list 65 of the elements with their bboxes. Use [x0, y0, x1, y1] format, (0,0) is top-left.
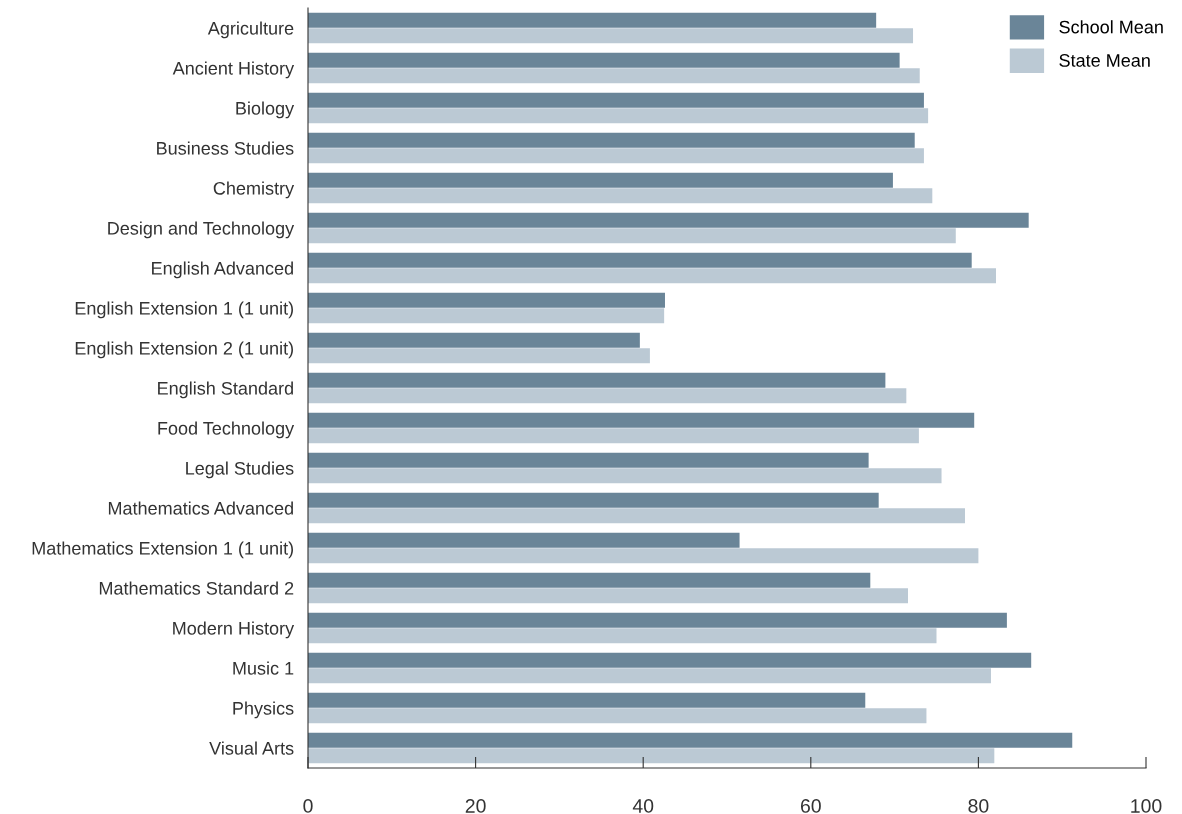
bar: [308, 148, 924, 164]
y-tick-label: Business Studies: [157, 141, 294, 155]
y-tick-label: Biology: [236, 101, 295, 119]
bar: [308, 212, 1029, 228]
bar: [308, 508, 965, 524]
x-tick-label: 40: [632, 799, 654, 813]
bar: [308, 268, 996, 284]
x-tick-label: 100: [1131, 799, 1162, 813]
bar: [308, 652, 1032, 668]
bar: [308, 572, 871, 588]
x-tick-label: 0: [303, 799, 313, 813]
bar: [308, 348, 650, 364]
y-tick-label: Physics: [233, 701, 294, 719]
bar: [308, 68, 920, 84]
bar: [308, 188, 933, 204]
bar: [308, 452, 869, 468]
bar: [308, 372, 886, 388]
bar: [308, 12, 877, 28]
y-tick-label: Mathematics Advanced: [108, 501, 293, 515]
y-tick-label: Food Technology: [158, 421, 295, 439]
bar: [308, 428, 919, 444]
bar: [308, 228, 956, 244]
bar: [308, 492, 879, 508]
bar: [308, 172, 893, 188]
bar: [308, 28, 914, 44]
bar: [308, 588, 909, 604]
bar: [308, 108, 929, 124]
y-tick-label: Chemistry: [213, 181, 295, 199]
bar: [308, 748, 995, 764]
y-tick-label: English Standard: [158, 381, 293, 399]
bar: [308, 708, 927, 724]
bar: [308, 692, 866, 708]
x-tick-label: 20: [465, 799, 486, 813]
y-tick-label: Music 1: [233, 661, 294, 675]
bar: [308, 332, 640, 348]
y-tick-label: Legal Studies: [186, 461, 294, 479]
bar: [308, 132, 915, 148]
bar: [308, 412, 975, 428]
bar: [308, 252, 972, 268]
bar: [308, 52, 900, 68]
bar: [308, 628, 937, 644]
bar: [308, 92, 924, 108]
y-tick-label: Modern History: [173, 621, 295, 639]
y-tick-label: Mathematics Extension 1 (1 unit): [32, 541, 294, 559]
y-tick-label: Mathematics Standard 2: [99, 581, 294, 595]
bar: [308, 532, 740, 548]
legend-label: State Mean: [1059, 54, 1150, 67]
bar: [308, 308, 665, 324]
y-tick-label: English Extension 2 (1 unit): [75, 341, 293, 359]
y-tick-label: Ancient History: [172, 61, 295, 79]
bar: [308, 548, 979, 564]
y-tick-label: English Advanced: [152, 261, 293, 279]
y-tick-label: Design and Technology: [108, 221, 295, 239]
x-tick-label: 60: [800, 799, 821, 813]
x-tick-label: 80: [968, 799, 989, 813]
y-tick-label: Visual Arts: [209, 741, 294, 755]
bar: [308, 732, 1073, 748]
legend-label: School Mean: [1059, 20, 1163, 34]
bar: [308, 388, 907, 404]
bar: [308, 292, 665, 308]
y-tick-label: Agriculture: [207, 21, 294, 39]
bar: [308, 468, 942, 484]
bar: [308, 668, 991, 684]
bar: [308, 612, 1007, 628]
y-tick-label: English Extension 1 (1 unit): [75, 301, 293, 319]
